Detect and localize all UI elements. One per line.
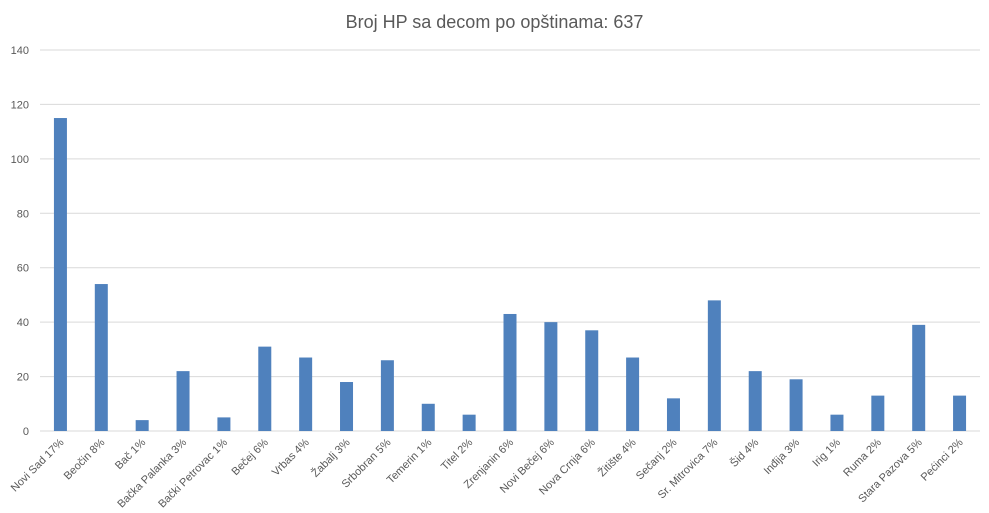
x-tick-label: Beočin 8% [62,436,108,482]
x-tick-label: Ruma 2% [841,436,884,479]
y-tick-label: 140 [11,45,29,57]
bar [871,395,885,431]
bar [953,395,967,431]
bar [830,414,844,431]
bar [707,300,721,431]
y-tick-label: 100 [11,154,29,166]
chart-title: Broj HP sa decom po opštinama: 637 [345,12,644,32]
bar [94,284,108,431]
x-tick-label: Bački Petrovac 1% [156,436,230,510]
bar [503,313,517,431]
x-tick-label: Bač 1% [113,436,148,471]
x-tick-label: Vrbas 4% [270,436,312,478]
x-tick-label: Pećinci 2% [919,436,966,483]
x-tick-label: Titel 2% [439,436,475,472]
bar [912,324,926,431]
bar [626,357,640,431]
bar [666,398,680,431]
y-tick-label: 120 [11,99,29,111]
bar [135,420,149,431]
bar [544,322,558,431]
y-tick-label: 60 [17,263,29,275]
y-tick-label: 20 [17,372,29,384]
x-tick-label: Žabalj 3% [309,436,353,480]
y-tick-label: 40 [17,317,29,329]
x-tick-label: Irig 1% [810,436,843,469]
bar [380,360,394,431]
bar [748,371,762,431]
bar [789,379,803,431]
bar [176,371,190,431]
x-tick-label: Bečej 6% [230,436,272,478]
y-tick-label: 80 [17,208,29,220]
bar [421,403,435,431]
bar [462,414,476,431]
x-tick-label: Novi Sad 17% [9,436,67,494]
bar [585,330,599,431]
x-tick-label: Žitište 4% [595,436,638,479]
y-tick-label: 0 [23,426,29,438]
bar [258,346,272,431]
x-tick-label: Inđija 3% [762,436,803,477]
bar [340,382,354,431]
x-tick-label: Bačka Palanka 3% [115,436,189,510]
bar [217,417,231,431]
bar [299,357,313,431]
x-tick-label: Šid 4% [727,436,761,470]
bar [53,118,67,432]
